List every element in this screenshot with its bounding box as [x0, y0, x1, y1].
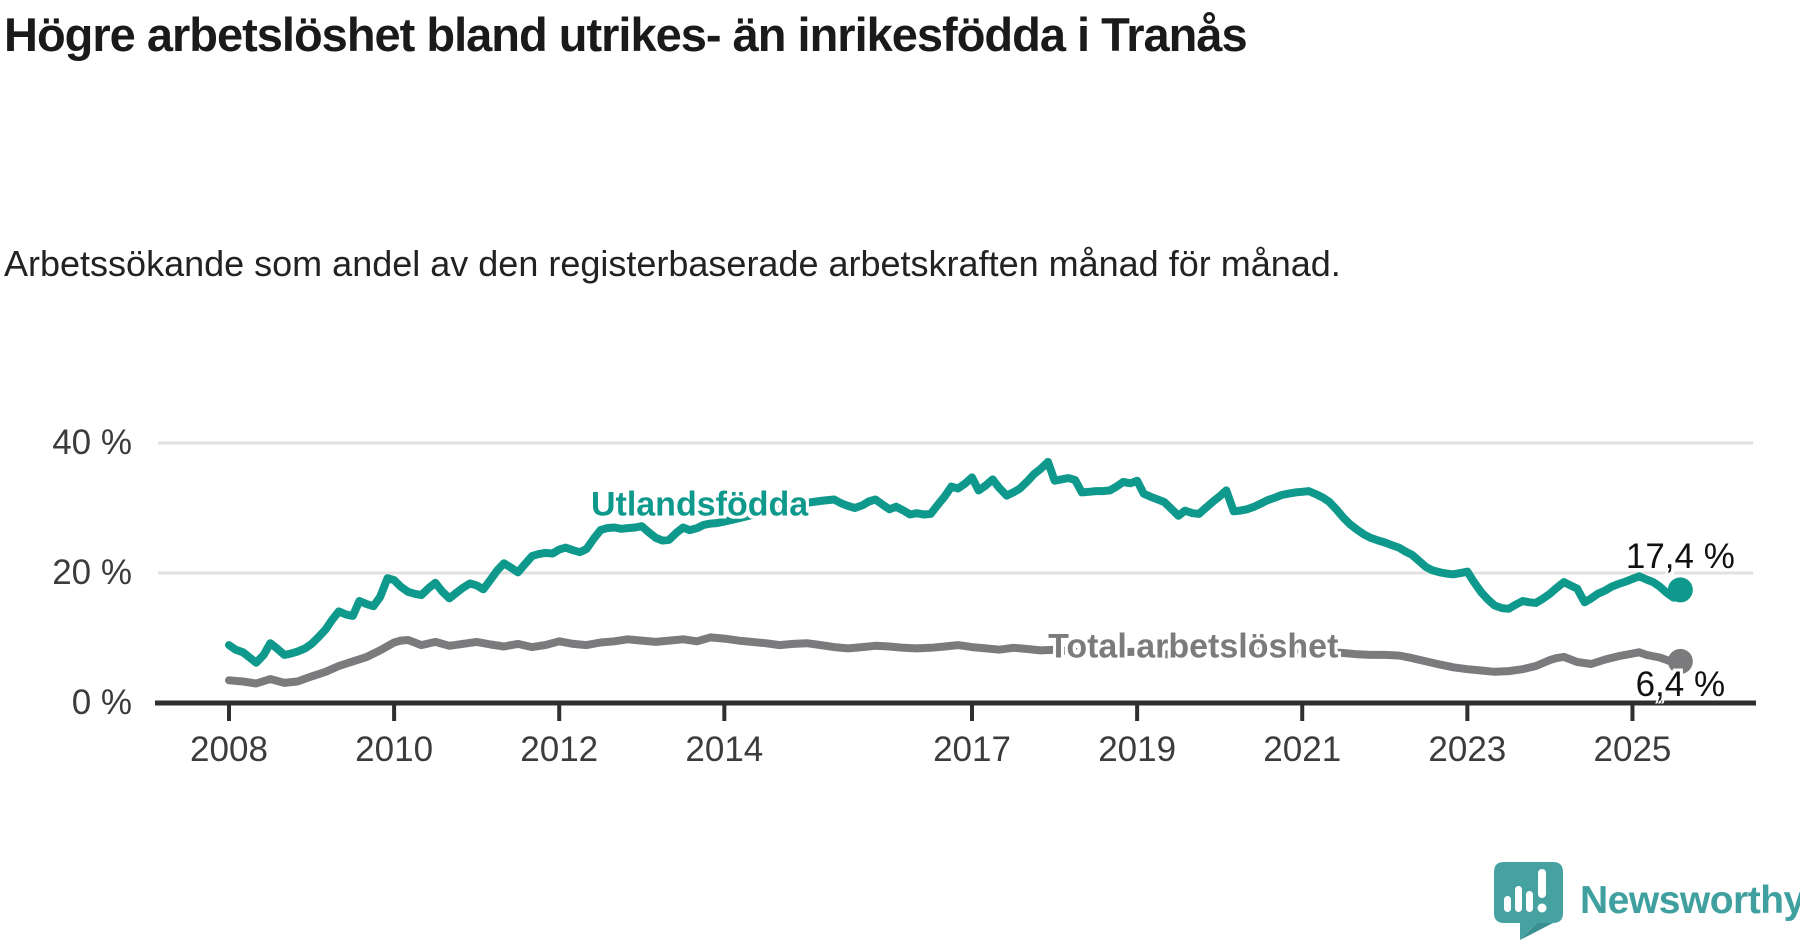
newsworthy-logo-icon — [1494, 862, 1563, 940]
newsworthy-logo-text: Newsworthy — [1580, 879, 1800, 922]
x-axis-label-2021: 2021 — [1263, 730, 1342, 769]
y-axis-label-20: 20 % — [52, 553, 132, 592]
series-endpoint-1 — [1667, 648, 1693, 674]
end-value-label-1: 6,4 % — [1635, 665, 1726, 705]
x-axis-label-2023: 2023 — [1428, 730, 1507, 769]
x-axis-label-2008: 2008 — [190, 730, 268, 769]
x-axis-label-2017: 2017 — [933, 730, 1011, 769]
y-axis-label-40: 40 % — [52, 423, 132, 462]
series-label-0: Utlandsfödda — [590, 485, 809, 524]
x-axis-label-2014: 2014 — [685, 730, 764, 769]
x-axis-label-2012: 2012 — [520, 730, 599, 769]
x-axis-label-2019: 2019 — [1098, 730, 1177, 769]
end-value-label-0: 17,4 % — [1625, 536, 1735, 576]
newsworthy-logo: Newsworthy — [1492, 860, 1800, 942]
chart-subtitle: Arbetssökande som andel av den registerb… — [4, 243, 1341, 284]
x-axis-label-2025: 2025 — [1593, 730, 1672, 769]
series-line-0 — [225, 457, 1685, 667]
series-endpoint-0 — [1667, 577, 1693, 603]
y-axis-label-0: 0 % — [71, 683, 132, 722]
series-label-1: Total arbetslöshet — [1048, 627, 1339, 666]
series-line-1 — [225, 633, 1685, 688]
x-axis-label-2010: 2010 — [355, 730, 434, 769]
chart-title: Högre arbetslöshet bland utrikes- än inr… — [4, 8, 1248, 61]
